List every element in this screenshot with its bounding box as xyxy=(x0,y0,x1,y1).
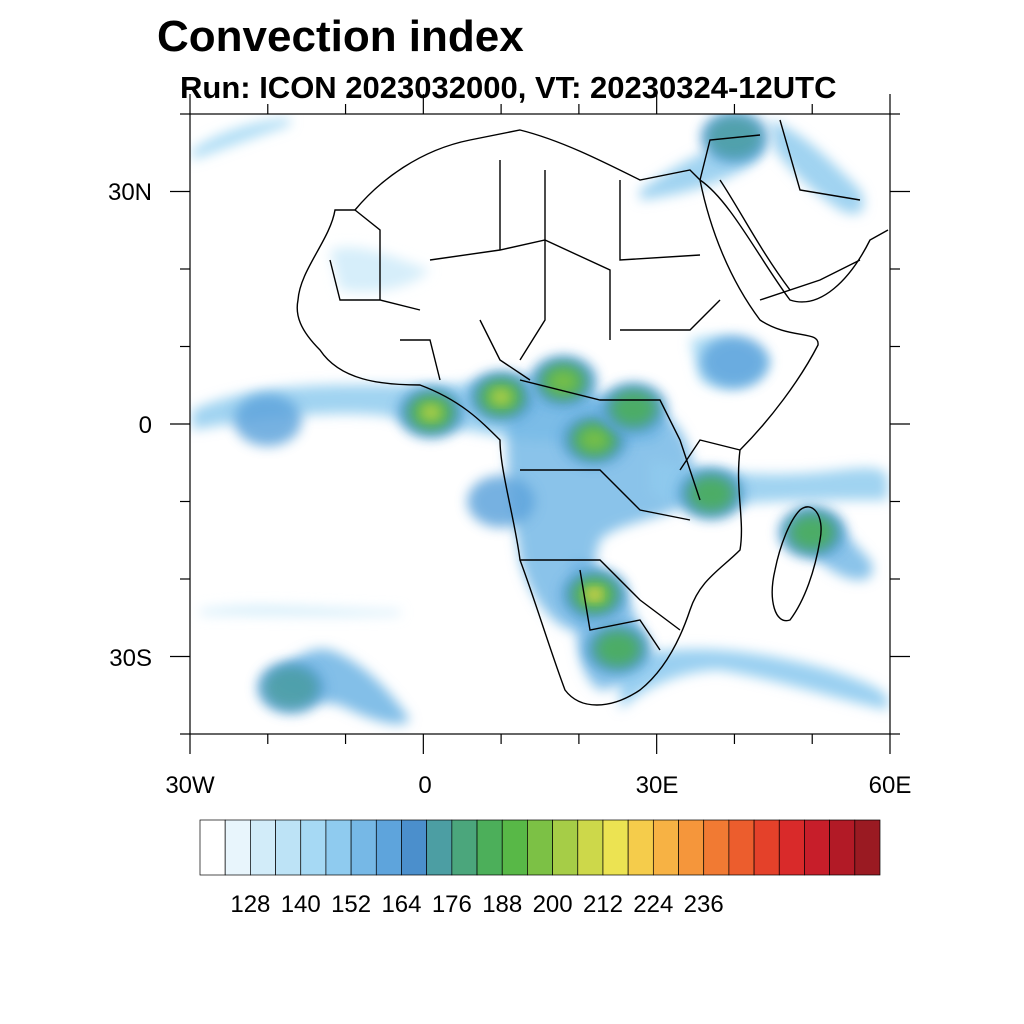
colorbar-cell xyxy=(678,819,705,876)
madagascar-coast xyxy=(771,506,822,622)
colorbar-cell xyxy=(703,819,730,876)
border-4 xyxy=(519,170,546,361)
colorbar-cell xyxy=(224,819,251,876)
colorbar-cell xyxy=(250,819,276,876)
middle-east-area xyxy=(770,120,864,214)
colorbar-cell xyxy=(854,819,881,876)
red-sea-coast xyxy=(719,179,791,291)
convection-hotspot xyxy=(791,516,834,549)
colorbar-cell xyxy=(577,819,604,876)
south-atlantic-band xyxy=(200,605,400,617)
border-16 xyxy=(699,134,761,181)
arabia-coast xyxy=(699,179,889,303)
colorbar-tick-label: 212 xyxy=(583,891,623,918)
colorbar-cell xyxy=(300,819,327,876)
border-15 xyxy=(759,259,861,301)
colorbar-tick-label: 188 xyxy=(482,891,522,918)
colorbar-tick-label: 236 xyxy=(684,891,724,918)
lat-label-30s: 30S xyxy=(109,645,152,672)
convection-hotspot xyxy=(467,475,535,528)
colorbar-cell xyxy=(778,819,805,876)
coastlines xyxy=(296,119,889,706)
colorbar-cell xyxy=(804,819,830,876)
colorbar-cell xyxy=(350,819,377,876)
lon-label-30e: 30E xyxy=(635,772,679,799)
central-africa-area xyxy=(506,394,694,632)
colorbar-cell xyxy=(552,819,579,876)
border-11 xyxy=(400,339,441,381)
convection-hotspot xyxy=(596,632,639,665)
lat-label-0: 0 xyxy=(138,412,152,439)
convection-hotspot xyxy=(423,406,439,419)
colorbar-cell xyxy=(602,819,629,876)
colorbar-cell xyxy=(728,819,755,876)
colorbar-tick-label: 200 xyxy=(533,891,573,918)
convection-hotspot xyxy=(263,666,319,709)
lon-label-30w: 30W xyxy=(165,772,215,799)
border-8 xyxy=(520,469,691,521)
south-indian-ocean-band xyxy=(620,649,888,710)
convection-hotspot xyxy=(580,428,609,451)
convection-hotspots xyxy=(233,114,847,714)
axis-ticks xyxy=(170,94,910,754)
colorbar-tick-label: 128 xyxy=(230,891,270,918)
colorbar-cell xyxy=(829,819,856,876)
border-14 xyxy=(679,439,741,471)
colorbar-tick-label: 140 xyxy=(281,891,321,918)
convection-hotspot xyxy=(233,394,302,447)
border-5 xyxy=(619,180,701,261)
colorbar-cell xyxy=(451,819,478,876)
chart-title: Convection index xyxy=(157,12,524,61)
convection-hotspot xyxy=(690,477,732,510)
colorbar-cell xyxy=(325,819,352,876)
convection-hotspot xyxy=(589,590,600,599)
colorbar-tick-label: 152 xyxy=(331,891,371,918)
colorbar-cell xyxy=(501,819,528,876)
nw-atlantic-band xyxy=(192,118,290,160)
colorbar-tick-label: 224 xyxy=(633,891,673,918)
border-1 xyxy=(354,209,381,300)
colorbar-tick-label: 164 xyxy=(381,891,421,918)
border-17 xyxy=(779,119,861,201)
chart-subtitle: Run: ICON 2023032000, VT: 20230324-12UTC xyxy=(180,70,837,105)
border-12 xyxy=(479,319,531,381)
colorbar-cell xyxy=(476,819,503,876)
colorbar-cell xyxy=(375,819,402,876)
colorbar-cell xyxy=(199,819,226,876)
africa-coastline xyxy=(296,129,819,706)
colorbar-cell xyxy=(426,819,453,876)
lat-label-30n: 30N xyxy=(107,179,152,206)
colorbar-cell xyxy=(753,819,780,876)
colorbar-cell xyxy=(275,819,302,876)
colorbar-cell xyxy=(401,819,428,876)
colorbar-tick-label: 176 xyxy=(432,891,472,918)
convection-hotspot xyxy=(700,336,769,388)
colorbar-cell xyxy=(527,819,553,876)
border-13 xyxy=(329,259,421,311)
colorbar-cell xyxy=(652,819,679,876)
lon-label-0: 0 xyxy=(418,772,432,799)
border-10 xyxy=(579,569,661,651)
border-9 xyxy=(520,559,681,631)
convection-hotspot xyxy=(549,370,578,393)
border-6 xyxy=(620,299,721,331)
colorbar-cell xyxy=(627,819,654,876)
convection-hotspot xyxy=(493,390,509,403)
lon-label-60e: 60E xyxy=(868,772,912,799)
